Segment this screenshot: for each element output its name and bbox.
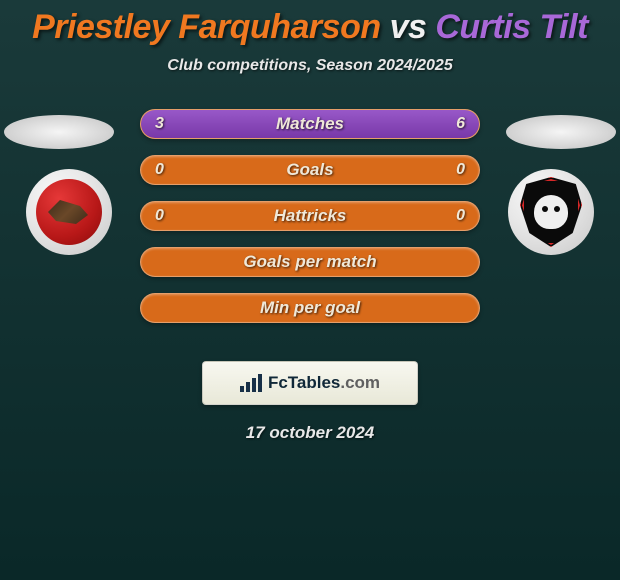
club-crest-walsall	[26, 169, 112, 255]
bar-label: Goals per match	[141, 248, 479, 276]
bar-value-right: 6	[456, 110, 465, 138]
stat-bar-row: Matches3 6	[140, 109, 480, 139]
watermark-badge: FcTables.com	[202, 361, 418, 405]
player1-name: Priestley Farquharson	[32, 8, 381, 46]
bar-chart-icon	[240, 374, 262, 392]
bar-value-left: 0	[155, 156, 164, 184]
bar-label: Matches	[141, 110, 479, 138]
player2-name-oval	[506, 115, 616, 149]
stat-bar-row: Goals per match	[140, 247, 480, 277]
salford-shield	[520, 177, 582, 247]
bar-label: Goals	[141, 156, 479, 184]
bar-value-left: 3	[155, 110, 164, 138]
bar-value-left: 0	[155, 202, 164, 230]
subtitle: Club competitions, Season 2024/2025	[0, 57, 620, 75]
stat-bar-row: Goals0 0	[140, 155, 480, 185]
watermark-brand: FcTables	[268, 373, 340, 392]
stat-bars: Matches36Goals00Hattricks00Goals per mat…	[140, 109, 480, 339]
vs-separator: vs	[390, 8, 427, 46]
comparison-card: Priestley Farquharson vs Curtis Tilt Clu…	[0, 0, 620, 443]
bar-value-right: 0	[456, 202, 465, 230]
player1-name-oval	[4, 115, 114, 149]
watermark-text: FcTables.com	[268, 373, 380, 393]
lion-icon	[534, 195, 568, 229]
walsall-crest-inner	[36, 179, 102, 245]
stat-bar-row: Hattricks0 0	[140, 201, 480, 231]
bar-label: Min per goal	[141, 294, 479, 322]
watermark-domain: .com	[340, 373, 380, 392]
player2-name: Curtis Tilt	[435, 8, 588, 46]
date-label: 17 october 2024	[0, 423, 620, 443]
stats-area: Matches36Goals00Hattricks00Goals per mat…	[0, 109, 620, 349]
bar-label: Hattricks	[141, 202, 479, 230]
bar-value-right: 0	[456, 156, 465, 184]
page-title: Priestley Farquharson vs Curtis Tilt	[0, 8, 620, 47]
club-crest-salford	[508, 169, 594, 255]
stat-bar-row: Min per goal	[140, 293, 480, 323]
